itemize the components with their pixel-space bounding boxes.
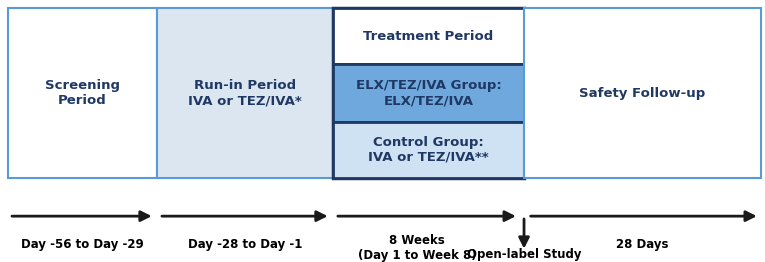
- Text: Screening
Period: Screening Period: [44, 79, 120, 107]
- Text: Day -28 to Day -1: Day -28 to Day -1: [187, 238, 302, 252]
- Text: ELX/TEZ/IVA Group:
ELX/TEZ/IVA: ELX/TEZ/IVA Group: ELX/TEZ/IVA: [356, 79, 501, 107]
- Text: Safety Follow-up: Safety Follow-up: [579, 86, 706, 100]
- Text: Treatment Period: Treatment Period: [363, 30, 493, 42]
- Bar: [333, 8, 524, 64]
- Bar: [8, 8, 157, 178]
- Bar: [524, 8, 761, 178]
- Text: Control Group:
IVA or TEZ/IVA**: Control Group: IVA or TEZ/IVA**: [368, 136, 489, 164]
- Text: 28 Days: 28 Days: [617, 238, 669, 252]
- Text: Open-label Study: Open-label Study: [467, 248, 581, 261]
- Text: 8 Weeks
(Day 1 to Week 8): 8 Weeks (Day 1 to Week 8): [357, 234, 477, 261]
- Text: Run-in Period
IVA or TEZ/IVA*: Run-in Period IVA or TEZ/IVA*: [188, 79, 301, 107]
- Bar: [333, 64, 524, 122]
- Bar: [333, 122, 524, 178]
- Bar: [333, 8, 524, 178]
- Bar: [157, 8, 333, 178]
- Text: Day -56 to Day -29: Day -56 to Day -29: [21, 238, 144, 252]
